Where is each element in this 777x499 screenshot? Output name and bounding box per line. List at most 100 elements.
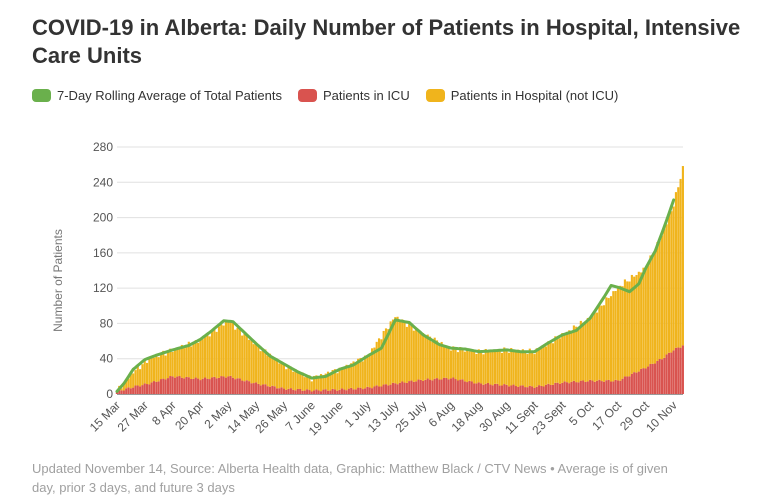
bar-hospital <box>371 348 374 389</box>
bar-hospital <box>132 373 135 388</box>
bar-icu <box>470 381 473 394</box>
bar-hospital <box>419 332 422 380</box>
bar-hospital <box>271 356 274 386</box>
bar-icu <box>338 389 341 394</box>
y-tick-label: 160 <box>93 246 113 260</box>
bar-icu <box>510 385 513 394</box>
bar-icu <box>679 347 682 394</box>
bar-icu <box>134 385 137 394</box>
bar-icu <box>651 363 654 394</box>
bar-icu <box>152 381 156 394</box>
bar-icu <box>259 385 262 394</box>
bar-icu <box>122 390 125 394</box>
x-tick-label: 10 Nov <box>643 398 680 435</box>
bar-hospital <box>533 354 536 388</box>
bar-icu <box>454 379 457 394</box>
bar-hospital <box>486 350 490 383</box>
bar-icu <box>403 382 406 394</box>
bar-hospital <box>139 369 142 387</box>
bar-hospital <box>178 347 181 377</box>
legend-label-average: 7-Day Rolling Average of Total Patients <box>57 87 282 103</box>
bar-hospital <box>403 321 406 383</box>
bar-icu <box>166 378 170 394</box>
bar-hospital <box>498 349 501 386</box>
bar-icu <box>377 386 381 394</box>
bar-hospital <box>313 375 316 391</box>
bar-hospital <box>480 350 483 384</box>
bar-icu <box>589 379 592 394</box>
bar-hospital <box>623 279 626 377</box>
bar-icu <box>176 376 179 394</box>
bar-icu <box>208 379 211 394</box>
bar-icu <box>521 385 524 394</box>
bar-icu <box>482 384 485 394</box>
bar-icu <box>343 389 346 394</box>
bar-hospital <box>616 285 620 381</box>
bar-icu <box>667 352 671 394</box>
bar-hospital <box>380 339 383 387</box>
bar-icu <box>352 389 355 394</box>
bar-icu <box>359 387 362 394</box>
bar-icu <box>203 377 207 394</box>
bar-hospital <box>215 331 218 379</box>
bar-hospital <box>164 355 167 380</box>
bar-icu <box>415 381 418 394</box>
bar-hospital <box>473 350 476 384</box>
bar-hospital <box>396 316 399 385</box>
bar-hospital <box>398 321 401 383</box>
chart-title: COVID-19 in Alberta: Daily Number of Pat… <box>32 15 741 68</box>
x-tick-label: 17 Oct <box>589 398 624 433</box>
bar-hospital <box>326 371 330 391</box>
bar-icu <box>644 368 647 394</box>
bar-icu <box>206 378 209 394</box>
bar-hospital <box>670 211 673 353</box>
bar-hospital <box>496 349 499 384</box>
bar-icu <box>419 379 422 394</box>
bar-icu <box>155 381 158 394</box>
bar-hospital <box>535 348 538 387</box>
bar-icu <box>459 379 462 394</box>
bar-icu <box>616 380 620 394</box>
bar-icu <box>575 382 578 394</box>
bar-hospital <box>231 322 234 378</box>
bar-icu <box>217 377 221 394</box>
bar-hospital <box>308 375 311 391</box>
bar-icu <box>315 389 318 394</box>
bar-hospital <box>542 345 545 387</box>
bar-icu <box>493 383 497 394</box>
bar-hospital <box>656 242 659 361</box>
bar-hospital <box>633 276 636 373</box>
bar-hospital <box>614 291 617 380</box>
y-axis-title: Number of Patients <box>51 229 65 332</box>
bar-icu <box>285 389 288 394</box>
bar-hospital <box>570 331 573 382</box>
bar-hospital <box>426 334 429 379</box>
bar-hospital <box>296 371 299 389</box>
bar-icu <box>190 379 193 394</box>
bar-icu <box>136 385 139 394</box>
bar-icu <box>498 385 501 394</box>
bar-hospital <box>619 285 622 381</box>
bar-hospital <box>166 351 170 379</box>
bar-hospital <box>544 346 548 385</box>
bar-hospital <box>210 331 214 378</box>
bar-hospital <box>331 370 334 389</box>
bar-icu <box>213 376 216 394</box>
bar-icu <box>289 388 292 394</box>
bar-hospital <box>582 322 585 381</box>
bar-icu <box>656 360 659 394</box>
bar-hospital <box>438 344 441 380</box>
bar-icu <box>287 388 290 394</box>
bar-icu <box>424 379 427 394</box>
bar-icu <box>570 381 573 394</box>
bar-icu <box>468 380 471 394</box>
bar-icu <box>412 381 415 394</box>
bar-hospital <box>315 375 318 390</box>
bar-icu <box>266 386 269 394</box>
bar-hospital <box>238 328 241 379</box>
bar-hospital <box>192 342 195 379</box>
bar-icu <box>586 381 589 394</box>
bar-icu <box>619 380 622 394</box>
bar-icu <box>380 386 383 394</box>
bar-hospital <box>259 351 262 386</box>
